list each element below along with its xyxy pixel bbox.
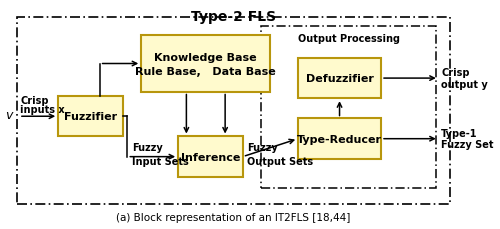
Text: inputs x: inputs x: [20, 105, 65, 114]
Text: Input Sets: Input Sets: [132, 156, 188, 166]
Text: Defuzzifier: Defuzzifier: [306, 74, 374, 84]
Text: Knowledge Base
Rule Base,   Data Base: Knowledge Base Rule Base, Data Base: [136, 52, 276, 76]
Bar: [298, 119, 381, 159]
Bar: [16, 18, 450, 204]
Text: Fuzzifier: Fuzzifier: [64, 112, 117, 122]
Text: Type-Reducer: Type-Reducer: [297, 134, 382, 144]
Text: Type-1
Fuzzy Set: Type-1 Fuzzy Set: [441, 128, 494, 150]
Text: Crisp: Crisp: [20, 95, 49, 106]
Bar: [58, 97, 122, 137]
Bar: [261, 27, 436, 188]
Text: (a) Block representation of an IT2FLS [18,44]: (a) Block representation of an IT2FLS [1…: [116, 212, 350, 222]
Bar: [298, 59, 381, 99]
Text: Type-2 FLS: Type-2 FLS: [191, 9, 276, 23]
Text: v: v: [5, 108, 12, 121]
Bar: [178, 137, 242, 177]
Text: Crisp
output y: Crisp output y: [441, 68, 488, 90]
Text: Inference: Inference: [180, 152, 240, 162]
Text: Fuzzy: Fuzzy: [132, 142, 162, 153]
Text: Output Processing: Output Processing: [298, 34, 400, 44]
Bar: [141, 36, 270, 92]
Text: Fuzzy: Fuzzy: [248, 142, 278, 153]
Text: Output Sets: Output Sets: [248, 156, 314, 166]
